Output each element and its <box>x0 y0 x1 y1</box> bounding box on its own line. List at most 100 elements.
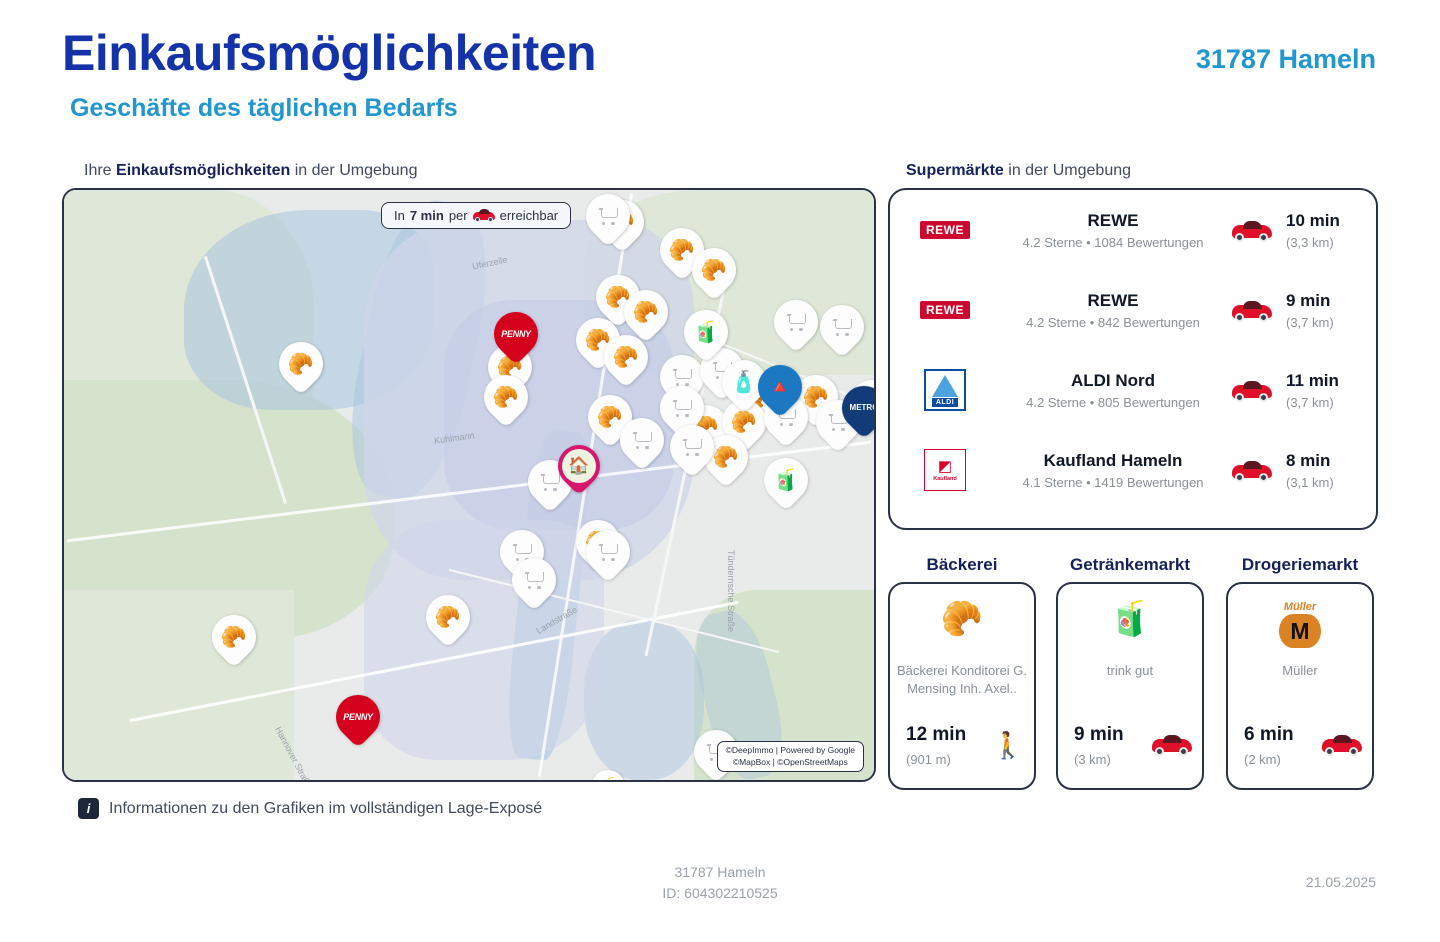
store-name: Kaufland Hameln <box>1043 451 1183 471</box>
page-title: Einkaufsmöglichkeiten <box>62 25 597 81</box>
map-pin-supermarket[interactable] <box>650 376 714 440</box>
map-pin-bakery[interactable]: 🥐 <box>586 265 650 329</box>
map-pin-supermarket[interactable] <box>576 520 640 584</box>
map-pin-supermarket[interactable] <box>576 190 640 248</box>
shopping-cart-icon <box>586 530 630 574</box>
map-pin-supermarket[interactable] <box>764 290 828 354</box>
car-icon <box>472 209 495 222</box>
croissant-icon: 🥐 <box>584 328 612 352</box>
store-travel: 9 min (3,7 km) <box>1226 290 1376 330</box>
super-caption-tail: in der Umgebung <box>1003 162 1132 179</box>
travel-time: 10 min <box>1286 211 1340 231</box>
penny-logo-icon: PENNY <box>343 711 373 722</box>
map-pin-beverage[interactable]: 🧃 <box>754 448 818 512</box>
croissant-icon: 🥐 <box>700 258 728 282</box>
map-pin-aldi[interactable]: 🔺 <box>748 355 812 419</box>
map-pin-supermarket[interactable] <box>660 415 724 479</box>
store-travel: 8 min (3,1 km) <box>1226 450 1376 490</box>
map-pin-bakery[interactable]: 🥐 <box>269 332 333 396</box>
table-row[interactable]: ALDI ALDI Nord 4.2 Sterne • 805 Bewertun… <box>890 350 1376 430</box>
map-pin-bakery[interactable]: 🥐 <box>784 365 848 429</box>
footer-date: 21.05.2025 <box>1305 874 1376 890</box>
map-pin-supermarket[interactable] <box>518 450 582 514</box>
category-title-drugstore: Drogeriemarkt <box>1241 555 1359 574</box>
store-travel: 11 min (3,7 km) <box>1226 370 1376 410</box>
aldi-logo-icon: 🔺 <box>768 376 792 398</box>
category-card-bakery[interactable]: 🥐 Bäckerei Konditorei G. Mensing Inh. Ax… <box>888 582 1036 790</box>
map-pin-bakery[interactable]: 🥐 <box>474 365 538 429</box>
info-icon: i <box>78 798 99 819</box>
page-subtitle: Geschäfte des täglichen Bedarfs <box>70 94 458 122</box>
kaufland-logo-icon: ◩ Kaufland <box>890 449 1000 491</box>
store-name: REWE <box>1087 291 1139 311</box>
car-icon <box>1232 298 1272 322</box>
map-caption-bold: Einkaufsmöglichkeiten <box>116 162 291 179</box>
map-pin-supermarket[interactable] <box>610 408 674 472</box>
map-water-south <box>584 620 704 780</box>
table-row[interactable]: ◩ Kaufland Kaufland Hameln 4.1 Sterne • … <box>890 430 1376 510</box>
car-icon <box>1232 218 1272 242</box>
travel-time: 11 min <box>1286 371 1339 391</box>
map-pin-bakery[interactable]: 🥐 <box>578 385 642 449</box>
rewe-logo-icon: REWE <box>890 221 1000 239</box>
rewe-logo-text: REWE <box>920 221 970 239</box>
shopping-cart-icon <box>660 355 704 399</box>
store-info: REWE 4.2 Sterne • 1084 Bewertungen <box>1000 210 1226 249</box>
store-rating: 4.2 Sterne • 805 Bewertungen <box>1026 394 1200 410</box>
table-row[interactable]: REWE REWE 4.2 Sterne • 1084 Bewertungen … <box>890 190 1376 270</box>
home-icon: 🏠 <box>562 449 596 483</box>
map-pin-bakery[interactable]: 🥐 <box>566 308 630 372</box>
shopping-cart-icon <box>528 460 572 504</box>
travel-distance: (3,7 km) <box>1286 394 1334 410</box>
map-pin-penny[interactable]: PENNY <box>484 302 548 366</box>
croissant-icon: 🥐 <box>940 600 984 638</box>
map-pin-bakery[interactable]: 🥐 <box>712 390 776 454</box>
map-pin-drugstore[interactable]: 🧴 <box>712 350 776 414</box>
travel-badge-prefix: In <box>394 208 405 223</box>
map-pin-bakery[interactable]: 🥐 <box>614 280 678 344</box>
map-pin-bakery[interactable]: 🥐 <box>682 238 746 302</box>
street-label-3: Tündernsche Straße <box>726 550 736 633</box>
car-icon <box>1322 732 1362 756</box>
category-title-beverage: Getränkemarkt <box>1069 555 1190 574</box>
map-canvas[interactable]: Uferzeile Kuhlmann Landstraße Tündernsch… <box>64 190 874 780</box>
map-panel[interactable]: Uferzeile Kuhlmann Landstraße Tündernsch… <box>62 188 876 782</box>
category-card-beverage[interactable]: 🧃 trink gut 9 min (3 km) <box>1056 582 1204 790</box>
map-pin-supermarket[interactable] <box>810 295 874 359</box>
walking-icon: 🚶 <box>991 730 1024 760</box>
shopping-cart-icon <box>512 558 556 602</box>
table-row[interactable]: REWE REWE 4.2 Sterne • 842 Bewertungen 9… <box>890 270 1376 350</box>
map-pin-bakery[interactable]: 🥐 <box>416 585 480 649</box>
store-info: Kaufland Hameln 4.1 Sterne • 1419 Bewert… <box>1000 450 1226 489</box>
map-caption-tail: in der Umgebung <box>290 162 418 179</box>
map-pin-bakery[interactable]: 🥐 <box>202 605 266 669</box>
beverage-carton-icon: 🧃 <box>692 320 720 344</box>
page-header: Einkaufsmöglichkeiten Geschäfte des tägl… <box>0 0 1440 150</box>
travel-time: 8 min <box>1286 451 1331 471</box>
map-pin-beverage[interactable]: 🧃 <box>583 762 633 780</box>
map-pin-home[interactable]: 🏠 <box>549 436 609 496</box>
travel-distance: (3,3 km) <box>1286 234 1334 250</box>
aldi-logo-icon: ALDI <box>890 369 1000 411</box>
map-attribution: ©DeepImmo | Powered by Google ©MapBox | … <box>716 741 864 772</box>
map-pin-bakery[interactable]: 🥐 <box>694 425 758 489</box>
map-pin-beverage[interactable]: 🧃 <box>674 300 738 364</box>
rewe-logo-icon: REWE <box>890 301 1000 319</box>
metro-logo-icon: METRO <box>849 403 876 412</box>
travel-time-badge: In 7 min per erreichbar <box>381 202 572 229</box>
shopping-cart-icon <box>670 425 714 469</box>
location-label: 31787 Hameln <box>1195 44 1376 74</box>
croissant-icon: 🥐 <box>612 345 640 369</box>
map-pin-supermarket[interactable] <box>502 548 566 612</box>
map-pin-penny[interactable]: PENNY <box>326 685 390 749</box>
map-pin-bakery[interactable]: 🥐 <box>650 218 714 282</box>
croissant-icon: 🥐 <box>802 385 830 409</box>
category-card-drugstore[interactable]: Müller M Müller 6 min (2 km) <box>1226 582 1374 790</box>
shopping-cart-icon <box>586 194 630 238</box>
croissant-icon: 🥐 <box>220 625 248 649</box>
store-info: REWE 4.2 Sterne • 842 Bewertungen <box>1000 290 1226 329</box>
map-pin-supermarket[interactable] <box>650 345 714 409</box>
aldi-triangle-icon <box>932 375 958 397</box>
map-pin-metro[interactable]: METRO <box>832 376 876 440</box>
map-pin-bakery[interactable]: 🥐 <box>594 325 658 389</box>
